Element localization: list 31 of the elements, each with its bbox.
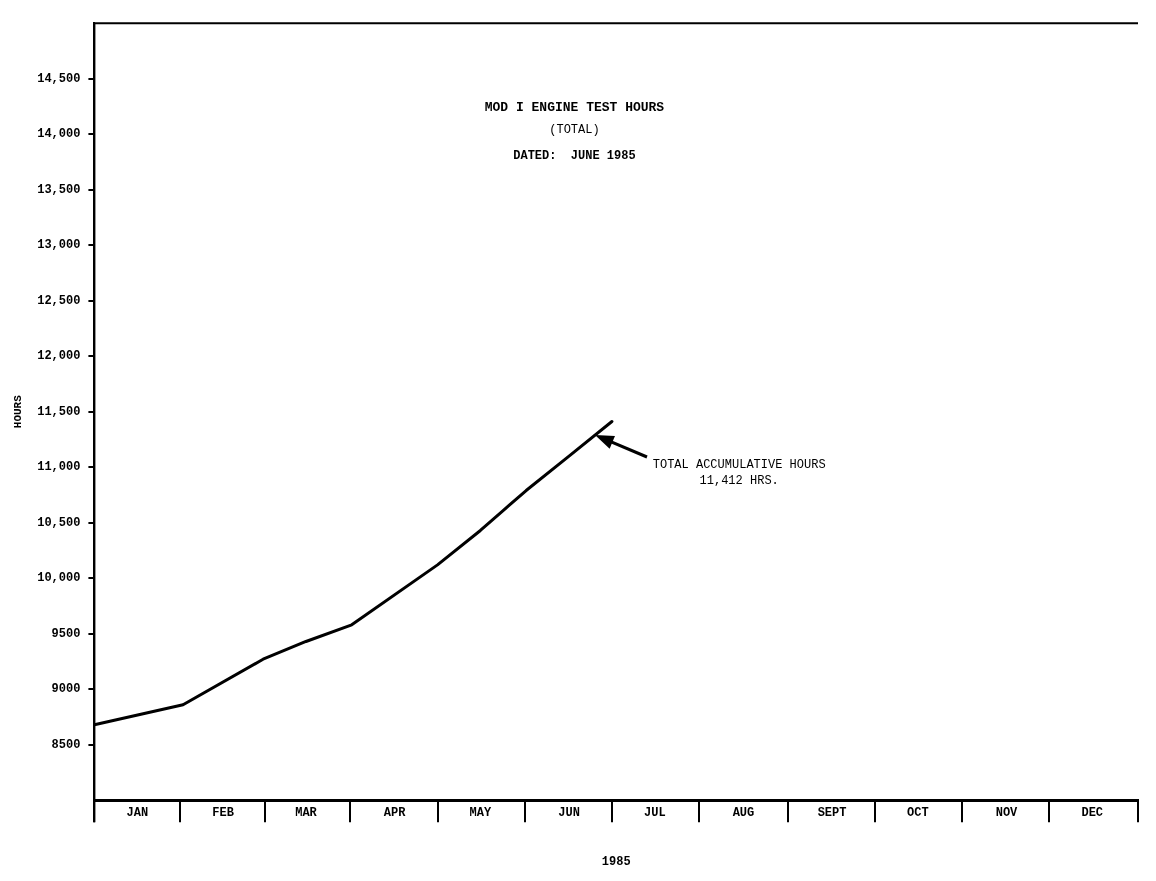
y-tick-label: 12,000 [37,349,81,364]
y-axis-title: HOURS [12,394,25,429]
x-tick-label: JUN [558,806,580,821]
y-tick-label: 9000 [51,682,81,697]
y-tick-label: 11,500 [37,404,81,419]
text: (TOTAL) [549,123,600,138]
x-tick-label: JUL [644,806,666,821]
y-tick-label: 10,500 [37,515,81,530]
y-tick-label: 14,000 [37,127,81,142]
x-tick-label: FEB [212,806,234,821]
x-tick-label: APR [383,806,407,821]
y-tick-label: 13,500 [37,182,81,197]
annotation: DATED: JUNE 1985 [513,149,636,164]
y-tick-label: 14,500 [37,71,81,86]
text: MOD I ENGINE TEST HOURS [484,100,665,116]
x-tick-label: MAR [295,806,318,821]
y-tick-label: 11,000 [37,460,81,475]
x-tick-label: SEPT [817,806,847,821]
y-tick-label: 9500 [51,626,81,641]
x-tick-label: DEC [1081,806,1104,821]
x-axis-title: 1985 [601,854,631,869]
y-tick-label: 13,000 [37,238,81,253]
x-tick-label: AUG [732,806,755,821]
annotation: TOTAL ACCUMULATIVE HOURS 11,412 HRS. [652,458,826,489]
x-tick-label: NOV [995,806,1019,821]
y-tick-label: 8500 [51,737,81,752]
y-tick-label: 12,500 [37,293,81,308]
y-tick-label: 10,000 [37,571,81,586]
x-tick-label: JAN [126,806,149,821]
x-tick-label: MAY [469,806,492,821]
x-tick-label: OCT [907,806,929,821]
